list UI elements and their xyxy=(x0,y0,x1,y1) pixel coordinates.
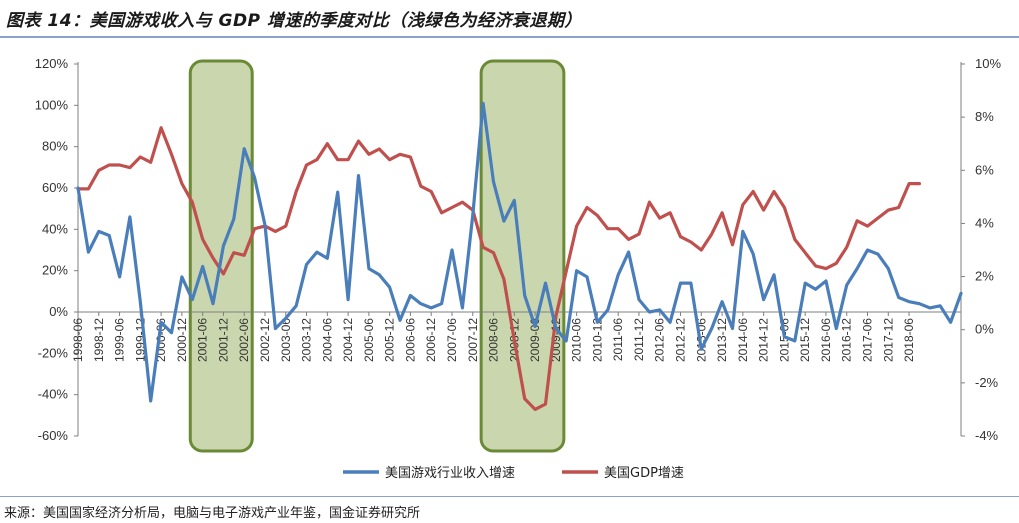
x-tick-label: 2002-12 xyxy=(258,318,272,362)
x-tick-label: 2009-06 xyxy=(528,318,542,362)
chart-legend: 美国游戏行业收入增速 美国GDP增速 xyxy=(343,466,684,481)
x-tick-label: 2006-12 xyxy=(424,318,438,362)
x-tick-label: 2016-12 xyxy=(840,318,854,362)
x-tick-label: 2005-12 xyxy=(383,318,397,362)
series-line-1 xyxy=(76,101,963,403)
series-lines xyxy=(76,101,963,411)
x-tick-label: 2015-12 xyxy=(798,318,812,362)
left-tick-label: -60% xyxy=(38,428,69,443)
recession-band-2 xyxy=(479,59,566,453)
recession-bands xyxy=(188,59,566,453)
x-tick-label: 2001-06 xyxy=(196,318,210,362)
x-tick-label: 2006-06 xyxy=(403,318,417,362)
x-tick-label: 2010-12 xyxy=(590,318,604,362)
x-tick-label: 2017-12 xyxy=(881,318,895,362)
x-tick-label: 2003-12 xyxy=(300,318,314,362)
x-tick-label: 2004-06 xyxy=(320,318,334,362)
x-tick-label: 2003-06 xyxy=(279,318,293,362)
x-tick-label: 2012-12 xyxy=(674,318,688,362)
legend-label-1: 美国游戏行业收入增速 xyxy=(385,466,515,481)
left-tick-label: -20% xyxy=(38,345,69,360)
x-tick-label: 2000-12 xyxy=(175,318,189,362)
x-tick-label: 2014-06 xyxy=(736,318,750,362)
x-tick-label: 1999-06 xyxy=(113,318,127,362)
x-tick-label: 1998-12 xyxy=(92,318,106,362)
left-tick-label: 40% xyxy=(42,221,68,236)
right-tick-label: 4% xyxy=(975,215,994,230)
x-tick-label: 2013-12 xyxy=(715,318,729,362)
x-tick-label: 2007-06 xyxy=(445,318,459,362)
right-tick-label: 10% xyxy=(975,56,1001,71)
title-divider xyxy=(0,36,1019,38)
x-tick-label: 2017-06 xyxy=(861,318,875,362)
x-tick-label: 2011-12 xyxy=(632,318,646,361)
x-tick-label: 1998-06 xyxy=(71,318,85,362)
left-tick-label: 80% xyxy=(42,139,68,154)
left-tick-label: 100% xyxy=(35,97,69,112)
right-tick-label: 0% xyxy=(975,322,994,337)
x-tick-label: 2007-12 xyxy=(466,318,480,362)
x-tick-label: 2004-12 xyxy=(341,318,355,362)
right-tick-label: 6% xyxy=(975,162,994,177)
right-tick-label: -2% xyxy=(975,375,999,390)
figure-title: 图表 14：美国游戏收入与 GDP 增速的季度对比（浅绿色为经济衰退期） xyxy=(6,11,582,31)
right-tick-label: 2% xyxy=(975,269,994,284)
left-tick-label: 120% xyxy=(35,56,69,71)
right-tick-label: -4% xyxy=(975,428,999,443)
x-tick-label: 2005-06 xyxy=(362,318,376,362)
axes: 120% 100% 80% 60% 40% 20% 0% -20% -40% -60% 10% 8% 6… xyxy=(35,56,1002,443)
x-tick-label: 2018-06 xyxy=(902,318,916,362)
x-tick-label: 2012-06 xyxy=(653,318,667,362)
x-tick-label: 2011-06 xyxy=(611,318,625,361)
x-tick-label: 2001-12 xyxy=(216,318,230,362)
left-tick-label: -40% xyxy=(38,387,69,402)
left-tick-label: 0% xyxy=(49,304,68,319)
legend-label-2: 美国GDP增速 xyxy=(604,466,684,481)
source-divider xyxy=(0,496,1019,497)
left-tick-label: 60% xyxy=(42,180,68,195)
x-tick-label: 2002-06 xyxy=(237,318,251,362)
x-tick-label: 2016-06 xyxy=(819,318,833,362)
x-tick-label: 2014-12 xyxy=(757,318,771,362)
x-tick-label: 2015-06 xyxy=(777,318,791,362)
left-tick-label: 20% xyxy=(42,263,68,278)
x-tick-label: 2008-06 xyxy=(487,318,501,362)
source-note: 来源：美国国家经济分析局，电脑与电子游戏产业年鉴，国金证券研究所 xyxy=(4,506,421,521)
right-tick-label: 8% xyxy=(975,109,994,124)
x-tick-label: 2010-06 xyxy=(570,318,584,362)
